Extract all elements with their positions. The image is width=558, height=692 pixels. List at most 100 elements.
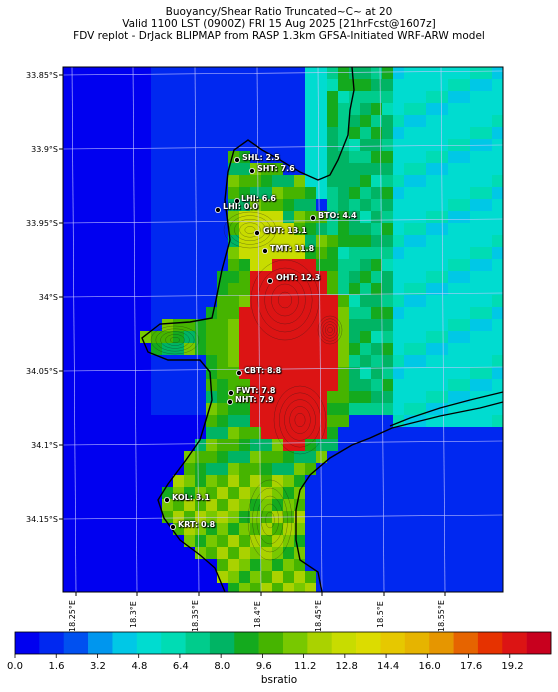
field-cell: [415, 355, 427, 368]
field-cell: [107, 511, 119, 524]
field-cell: [481, 163, 493, 176]
field-cell: [261, 187, 273, 200]
field-cell: [261, 103, 273, 116]
field-cell: [261, 271, 273, 284]
field-cell: [272, 427, 284, 440]
field-cell: [470, 451, 482, 464]
field-cell: [151, 295, 163, 308]
field-cell: [184, 115, 196, 128]
field-cell: [382, 355, 394, 368]
field-cell: [261, 583, 273, 593]
field-cell: [118, 283, 130, 296]
field-cell: [415, 259, 427, 272]
field-cell: [415, 403, 427, 416]
field-cell: [448, 175, 460, 188]
station-label-bto: BTO: 4.4: [318, 211, 357, 220]
field-cell: [448, 571, 460, 584]
field-cell: [162, 523, 174, 536]
field-cell: [437, 175, 449, 188]
field-cell: [261, 139, 273, 152]
field-cell: [217, 379, 229, 392]
field-cell: [206, 91, 218, 104]
field-cell: [217, 331, 229, 344]
field-cell: [305, 235, 317, 248]
field-cell: [481, 487, 493, 500]
field-cell: [118, 127, 130, 140]
field-cell: [96, 475, 108, 488]
field-cell: [96, 199, 108, 212]
field-cell: [250, 103, 262, 116]
field-cell: [217, 175, 229, 188]
field-cell: [129, 547, 141, 560]
field-cell: [415, 307, 427, 320]
lat-tick-label: 33.9°S: [31, 145, 58, 154]
field-cell: [239, 307, 251, 320]
field-cell: [140, 559, 152, 572]
field-cell: [239, 331, 251, 344]
field-cell: [481, 427, 493, 440]
field-cell: [217, 355, 229, 368]
field-cell: [239, 427, 251, 440]
field-cell: [448, 187, 460, 200]
field-cell: [195, 439, 207, 452]
field-cell: [470, 259, 482, 272]
field-cell: [316, 79, 328, 92]
field-cell: [294, 463, 306, 476]
field-cell: [404, 355, 416, 368]
field-cell: [360, 103, 372, 116]
field-cell: [437, 571, 449, 584]
field-cell: [118, 559, 130, 572]
field-cell: [360, 175, 372, 188]
field-cell: [217, 367, 229, 380]
field-cell: [492, 367, 504, 380]
field-cell: [349, 91, 361, 104]
field-cell: [382, 331, 394, 344]
field-cell: [426, 343, 438, 356]
field-cell: [316, 175, 328, 188]
field-cell: [129, 175, 141, 188]
field-cell: [107, 79, 119, 92]
station-label-oht: OHT: 12.3: [276, 273, 321, 282]
field-cell: [470, 571, 482, 584]
contour-ring: [223, 211, 277, 249]
field-cell: [316, 247, 328, 260]
field-cell: [382, 523, 394, 536]
colorbar-swatch: [429, 632, 454, 654]
field-cell: [393, 439, 405, 452]
field-cell: [63, 271, 75, 284]
field-cell: [283, 199, 295, 212]
field-cell: [492, 499, 504, 512]
field-cell: [162, 511, 174, 524]
field-cell: [360, 427, 372, 440]
field-cell: [448, 367, 460, 380]
field-cell: [426, 259, 438, 272]
field-cell: [459, 403, 471, 416]
field-cell: [261, 523, 273, 536]
field-cell: [184, 391, 196, 404]
field-cell: [140, 199, 152, 212]
field-cell: [283, 583, 295, 593]
field-cell: [272, 391, 284, 404]
field-cell: [305, 67, 317, 80]
field-cell: [316, 427, 328, 440]
field-cell: [360, 247, 372, 260]
field-cell: [404, 139, 416, 152]
field-cell: [206, 127, 218, 140]
field-cell: [316, 403, 328, 416]
field-cell: [294, 247, 306, 260]
field-cell: [151, 151, 163, 164]
field-cell: [195, 151, 207, 164]
colorbar-swatch: [526, 632, 552, 654]
field-cell: [162, 127, 174, 140]
field-cell: [96, 367, 108, 380]
field-cell: [382, 583, 394, 593]
lat-gridline: [62, 366, 504, 372]
field-cell: [228, 295, 240, 308]
field-cell: [481, 415, 493, 428]
field-cell: [382, 391, 394, 404]
field-cell: [85, 403, 97, 416]
field-cell: [129, 223, 141, 236]
field-cell: [437, 547, 449, 560]
field-cell: [294, 319, 306, 332]
field-cell: [140, 463, 152, 476]
